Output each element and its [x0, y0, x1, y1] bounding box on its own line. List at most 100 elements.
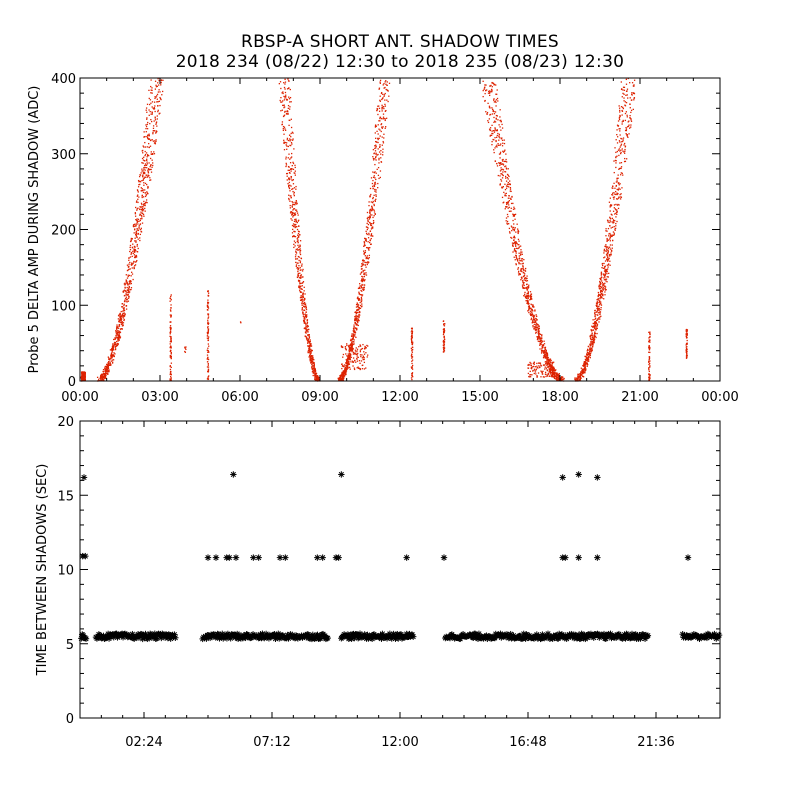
top-data-point [534, 326, 536, 328]
top-data-point [151, 159, 153, 161]
top-data-point [362, 269, 364, 272]
top-data-point [136, 218, 138, 220]
top-data-point [482, 80, 484, 82]
top-data-point [360, 287, 363, 289]
top-data-point [312, 361, 314, 364]
top-data-point [630, 117, 632, 120]
top-data-point [140, 211, 142, 213]
top-data-point [605, 288, 607, 291]
top-data-point [124, 284, 126, 286]
top-data-point [296, 267, 298, 269]
top-data-point [296, 226, 298, 228]
top-data-point [305, 308, 308, 311]
top-data-point [600, 287, 603, 289]
top-data-point [285, 156, 287, 158]
top-data-point [622, 150, 624, 152]
top-data-point [129, 240, 132, 243]
top-data-point [355, 320, 358, 322]
top-data-point [291, 224, 294, 227]
top-data-point [349, 361, 351, 363]
top-data-point [599, 294, 601, 297]
top-x-tick-label: 00:00 [701, 390, 738, 405]
top-data-point [381, 108, 383, 110]
top-data-point [138, 226, 140, 228]
top-data-point [534, 366, 537, 368]
top-data-point [308, 337, 310, 339]
top-data-point [369, 216, 372, 218]
top-data-point [306, 325, 309, 327]
top-data-point [548, 362, 550, 364]
top-data-point [547, 361, 549, 363]
top-data-point [509, 186, 512, 189]
top-data-point [349, 358, 351, 361]
top-data-point [586, 353, 588, 355]
top-data-point [169, 368, 172, 371]
top-data-point [522, 287, 525, 289]
top-data-point [598, 308, 601, 310]
top-data-point [604, 274, 606, 276]
top-data-point [112, 345, 114, 348]
top-data-point [514, 227, 516, 229]
top-data-point [284, 111, 286, 113]
top-data-point [548, 366, 550, 368]
top-data-point [374, 183, 377, 185]
top-data-point [110, 363, 112, 366]
top-data-point [207, 303, 209, 305]
top-data-point [615, 225, 617, 227]
top-data-point [141, 208, 144, 210]
top-data-point [363, 243, 366, 245]
top-data-point [369, 208, 371, 211]
top-data-point [310, 355, 313, 357]
top-data-point [135, 234, 138, 237]
top-data-point [308, 340, 310, 343]
top-data-point [522, 275, 525, 278]
top-data-point [579, 375, 582, 377]
top-data-point [116, 344, 118, 346]
top-data-point [305, 330, 307, 332]
top-data-point [147, 171, 150, 173]
top-data-point [381, 144, 383, 146]
top-data-point [509, 180, 511, 182]
top-data-point [544, 353, 546, 356]
top-data-point [515, 242, 517, 244]
top-data-point [107, 356, 109, 358]
top-data-point [136, 245, 138, 247]
top-data-point [207, 329, 210, 331]
top-data-point [140, 228, 142, 231]
top-data-point [508, 200, 511, 202]
top-data-point [169, 350, 171, 352]
top-data-point [145, 164, 148, 166]
top-data-point [132, 224, 135, 226]
top-data-point [207, 339, 209, 341]
top-data-point [134, 237, 136, 239]
top-data-point [513, 215, 515, 217]
top-data-point [147, 121, 149, 124]
top-data-point [140, 202, 143, 204]
top-data-point [119, 336, 122, 338]
top-data-point [283, 106, 286, 108]
top-data-point [349, 349, 352, 352]
top-data-point [290, 170, 292, 172]
top-data-point [442, 344, 445, 346]
top-data-point [359, 354, 362, 356]
top-data-point [287, 104, 290, 107]
top-data-point [83, 372, 86, 374]
top-data-point [539, 336, 541, 338]
top-data-point [362, 287, 364, 289]
top-data-point [600, 289, 602, 291]
top-data-point [613, 225, 615, 228]
top-data-point [552, 367, 554, 370]
top-data-point [379, 117, 381, 120]
top-data-point [603, 273, 605, 275]
top-data-point [347, 362, 350, 364]
top-data-point [593, 335, 596, 337]
top-data-point [348, 344, 350, 347]
top-data-point [686, 334, 688, 336]
top-data-point [365, 232, 368, 235]
top-data-point [442, 341, 445, 343]
top-data-point [282, 128, 284, 130]
top-data-point [284, 83, 286, 85]
top-data-point [523, 284, 525, 287]
top-data-point [283, 95, 285, 98]
top-data-point [356, 367, 358, 369]
